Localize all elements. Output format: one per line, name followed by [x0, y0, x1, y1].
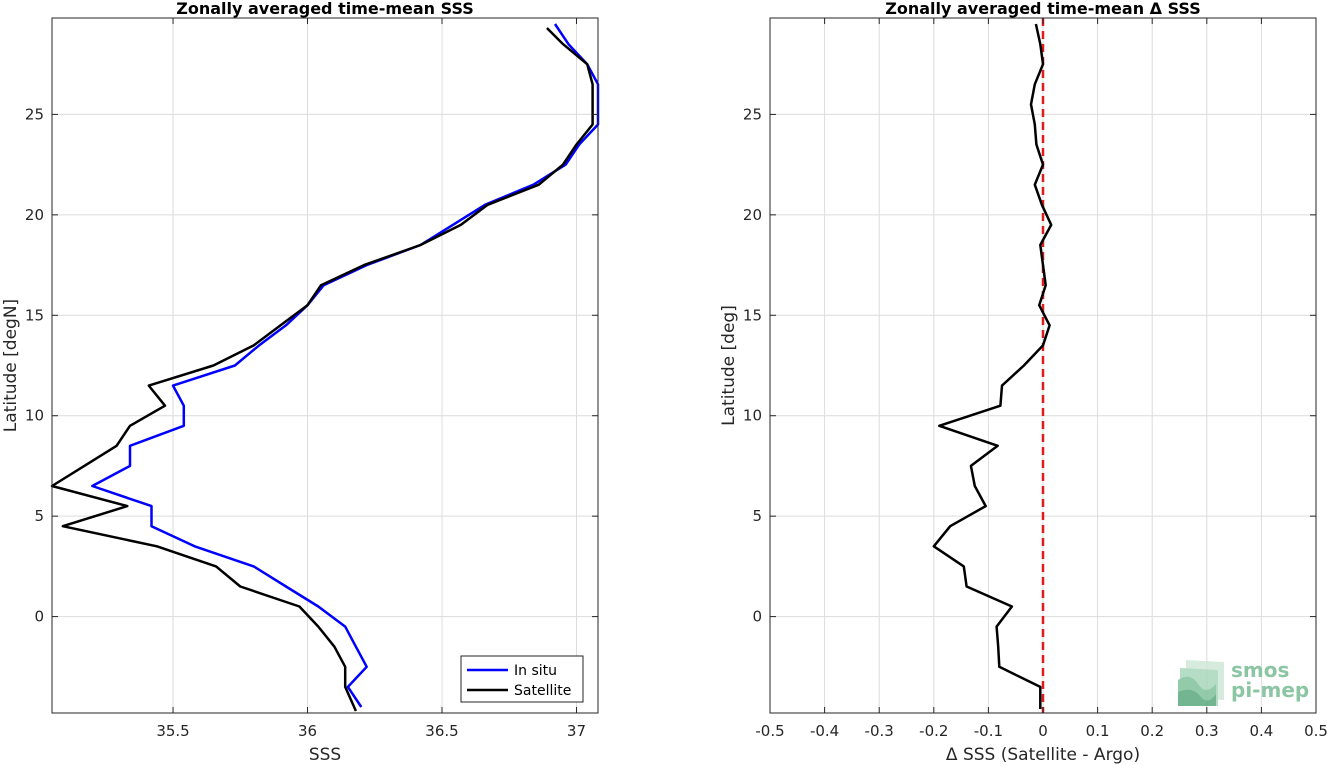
- logo-text-smos: smos: [1231, 658, 1289, 682]
- delta-sss-x-tick-label: -0.2: [919, 722, 948, 740]
- sss-ticks: 35.5 36 36.5 37 0 5 10 15 20 25: [25, 18, 598, 740]
- delta-sss-x-tick-label: 0.2: [1140, 722, 1164, 740]
- sss-x-axis-label: SSS: [309, 745, 341, 765]
- sss-y-tick-label: 5: [34, 507, 44, 525]
- legend-satellite-label: Satellite: [514, 683, 571, 699]
- legend: In situ Satellite: [460, 655, 584, 703]
- delta-sss-y-tick-label: 20: [743, 206, 762, 224]
- delta-sss-x-axis-label: Δ SSS (Satellite - Argo): [946, 745, 1140, 765]
- delta-sss-x-tick-label: 0: [1038, 722, 1048, 740]
- sss-panel: 35.5 36 36.5 37 0 5 10 15 20 25 Zonally averaged …: [1, 0, 600, 765]
- delta-sss-chart-title: Zonally averaged time-mean Δ SSS: [885, 0, 1201, 18]
- delta-sss-x-tick-label: 0.1: [1086, 722, 1110, 740]
- sss-y-tick-label: 10: [25, 407, 44, 425]
- sss-axes-frame: [51, 17, 599, 714]
- sss-y-tick-label: 0: [34, 608, 44, 626]
- delta-sss-x-tick-label: -0.5: [755, 722, 784, 740]
- sss-y-tick-label: 15: [25, 306, 44, 324]
- sss-x-tick-label: 35.5: [156, 722, 189, 740]
- delta-sss-y-tick-label: 15: [743, 306, 762, 324]
- logo-wave-icon: [1178, 660, 1224, 706]
- delta-sss-lines: [932, 18, 1053, 713]
- delta-sss-series-delta-line: [932, 23, 1053, 709]
- delta-sss-x-tick-label: -0.3: [865, 722, 894, 740]
- delta-sss-x-tick-label: 0.5: [1304, 722, 1327, 740]
- delta-sss-y-tick-label: 25: [743, 105, 762, 123]
- delta-sss-y-axis-label: Latitude [deg]: [719, 305, 739, 426]
- delta-sss-x-tick-label: -0.4: [810, 722, 839, 740]
- delta-sss-ticks: -0.5 -0.4 -0.3 -0.2 -0.1 0 0.1 0.2 0.3 0.4 0.5 0 5 10…: [743, 18, 1327, 740]
- delta-sss-y-tick-label: 10: [743, 407, 762, 425]
- sss-y-tick-label: 25: [25, 105, 44, 123]
- sss-grid: [52, 18, 598, 713]
- legend-box: [460, 655, 584, 703]
- sss-y-axis-label: Latitude [degN]: [1, 299, 21, 432]
- sss-x-tick-label: 36.5: [425, 722, 458, 740]
- logo-text-pi-mep: pi-mep: [1231, 678, 1309, 702]
- delta-sss-panel: -0.5 -0.4 -0.3 -0.2 -0.1 0 0.1 0.2 0.3 0.4 0.5 0 5 10…: [719, 0, 1327, 765]
- sss-x-tick-label: 36: [298, 722, 317, 740]
- sss-chart-title: Zonally averaged time-mean SSS: [176, 0, 474, 18]
- delta-sss-x-tick-label: 0.4: [1249, 722, 1273, 740]
- sss-x-tick-label: 37: [567, 722, 586, 740]
- delta-sss-x-tick-label: -0.1: [974, 722, 1003, 740]
- delta-sss-y-tick-label: 5: [752, 507, 762, 525]
- sss-series-in-situ-line: [91, 23, 600, 708]
- sss-series-satellite-line: [50, 27, 594, 712]
- delta-sss-x-tick-label: 0.3: [1195, 722, 1219, 740]
- sss-lines: [50, 23, 600, 712]
- legend-in-situ-label: In situ: [514, 663, 557, 679]
- sss-y-tick-label: 20: [25, 206, 44, 224]
- smos-pi-mep-logo: smos pi-mep: [1178, 658, 1309, 706]
- delta-sss-y-tick-label: 0: [752, 608, 762, 626]
